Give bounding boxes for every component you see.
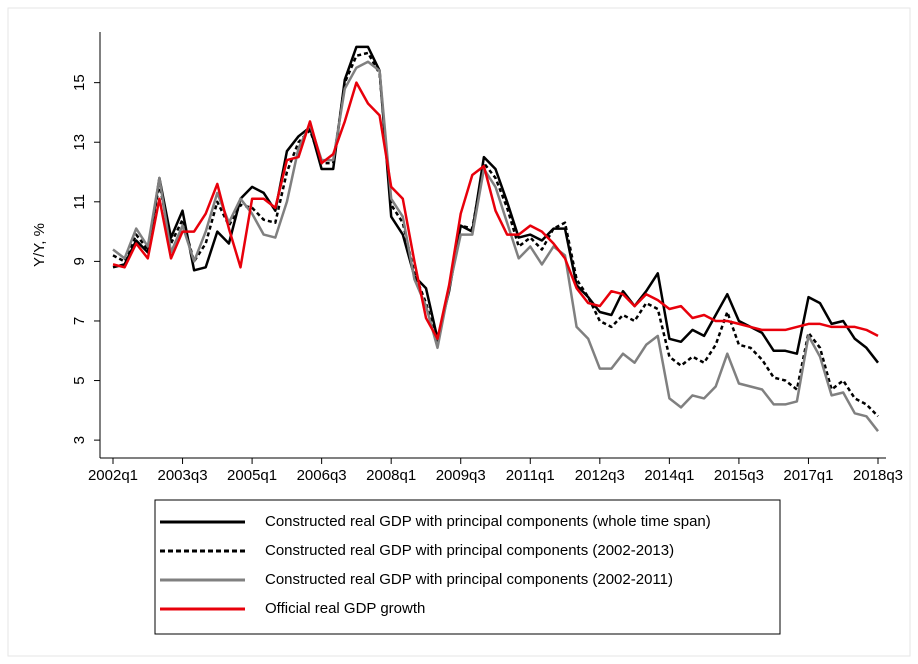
y-tick-label: 15 (71, 74, 88, 91)
legend-label: Constructed real GDP with principal comp… (265, 542, 674, 559)
y-tick-label: 9 (71, 257, 88, 265)
y-axis-title: Y/Y, % (31, 223, 48, 267)
x-tick-label: 2018q3 (853, 467, 903, 484)
x-tick-label: 2009q3 (436, 467, 486, 484)
x-tick-label: 2003q3 (158, 467, 208, 484)
x-tick-label: 2011q1 (506, 467, 555, 484)
legend-label: Constructed real GDP with principal comp… (265, 571, 673, 588)
y-tick-label: 13 (71, 134, 88, 151)
x-tick-label: 2002q1 (88, 467, 138, 484)
x-tick-label: 2008q1 (366, 467, 416, 484)
y-tick-label: 5 (71, 376, 88, 384)
x-tick-label: 2014q1 (644, 467, 694, 484)
series-line (112, 60, 879, 432)
x-tick-label: 2006q3 (297, 467, 347, 484)
x-tick-label: 2012q3 (575, 467, 625, 484)
x-tick-label: 2017q1 (783, 467, 833, 484)
x-tick-label: 2005q1 (227, 467, 277, 484)
y-tick-label: 3 (71, 436, 88, 444)
y-tick-label: 7 (71, 317, 88, 325)
series-line (112, 51, 879, 418)
legend-label: Constructed real GDP with principal comp… (265, 513, 711, 530)
legend-label: Official real GDP growth (265, 600, 425, 617)
legend (154, 499, 781, 635)
y-tick-label: 11 (71, 194, 88, 210)
x-tick-label: 2015q3 (714, 467, 764, 484)
series-line (112, 81, 879, 341)
